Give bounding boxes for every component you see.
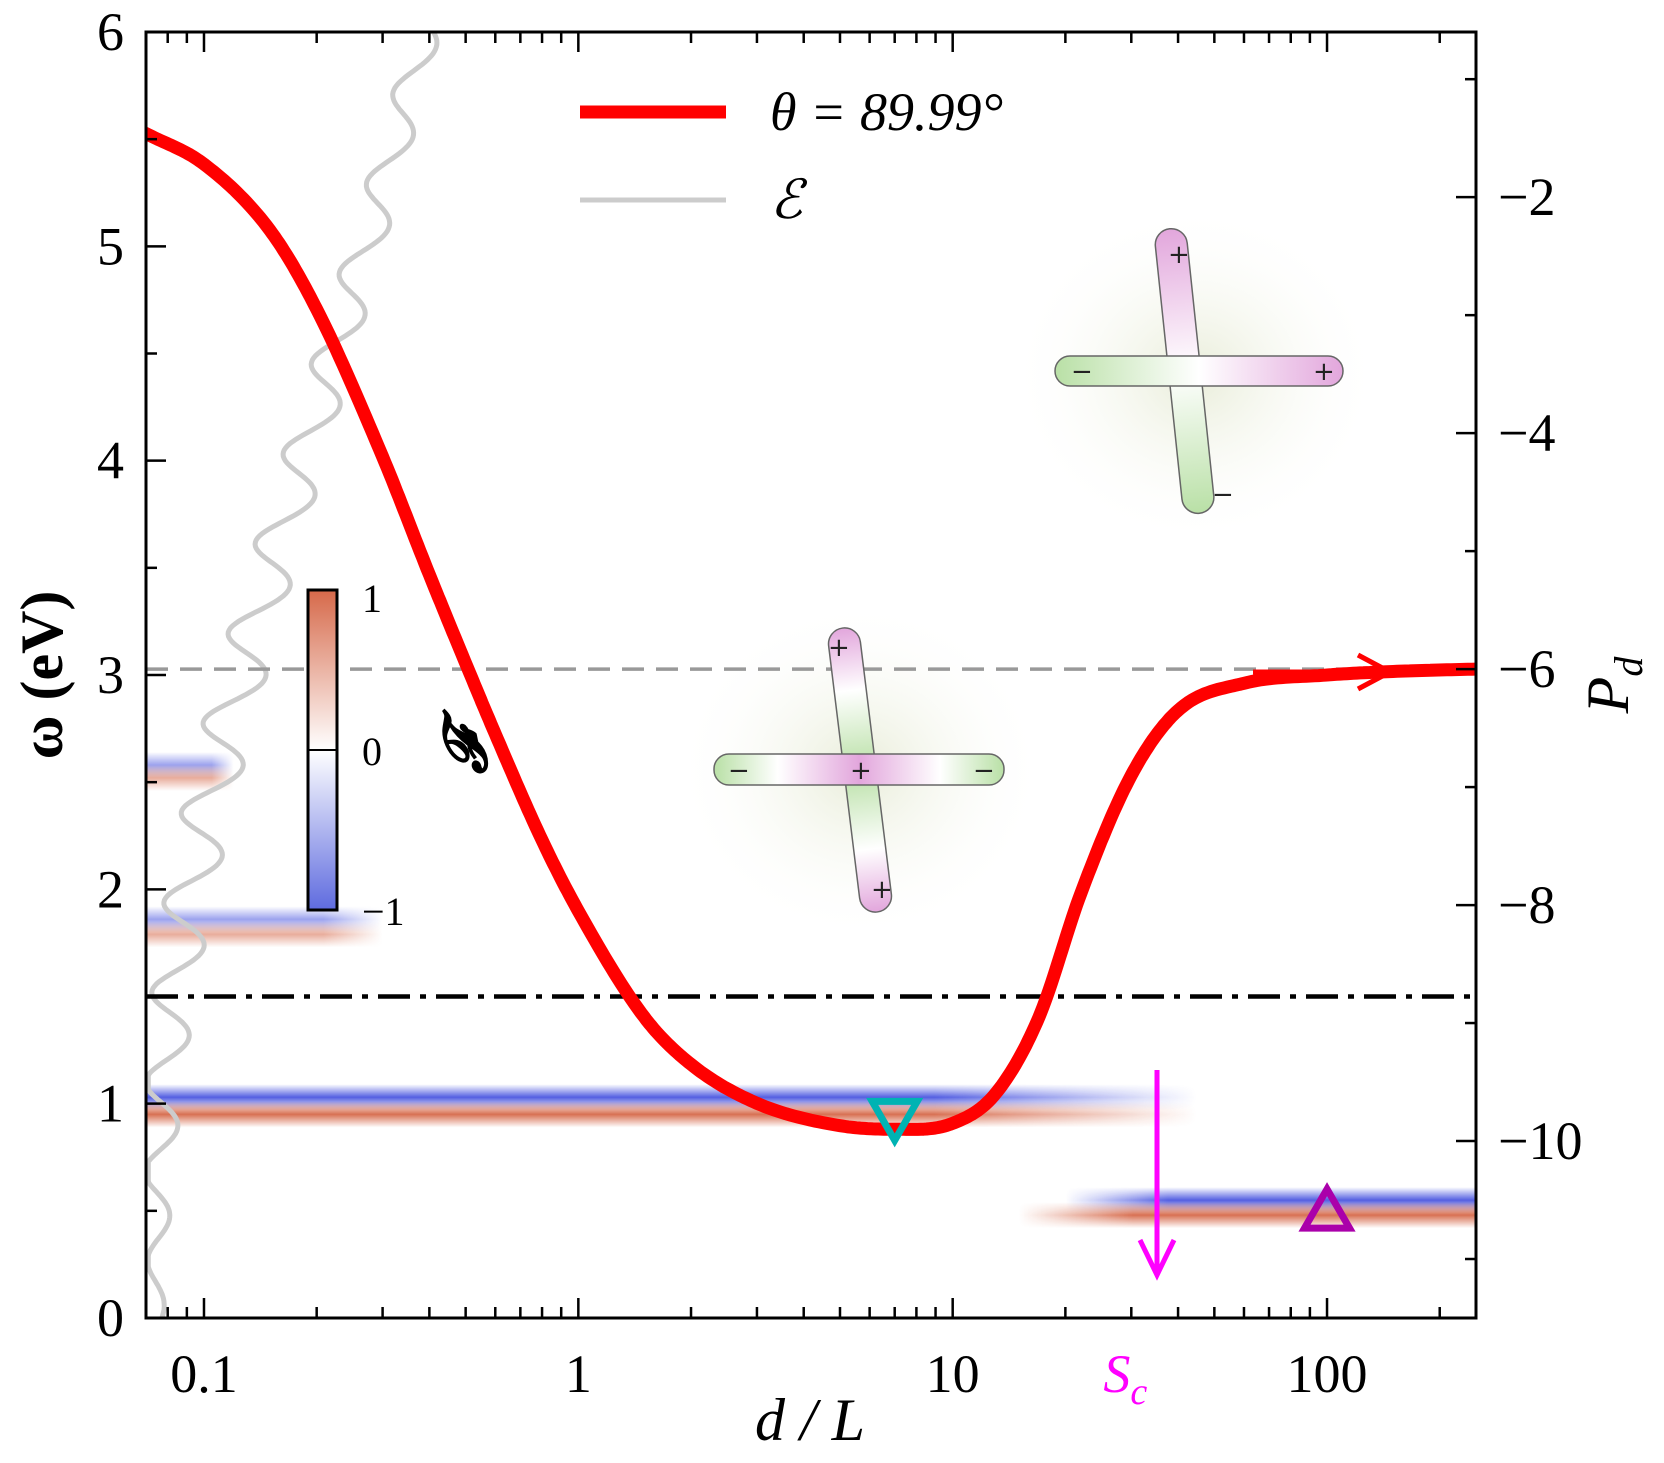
heatmap-band-positive xyxy=(1018,1202,1476,1229)
y-right-axis-label-main: P xyxy=(1575,677,1641,715)
colorbar-tick-top: 1 xyxy=(362,576,382,621)
y-right-tick-label: −8 xyxy=(1498,875,1555,935)
y-right-tick-label: −4 xyxy=(1498,403,1555,463)
charge-label: + xyxy=(850,756,872,786)
rod-horizontal-upper xyxy=(1054,355,1344,387)
y-left-tick-label: 4 xyxy=(97,431,124,491)
y-right-tick-label: −10 xyxy=(1498,1111,1582,1171)
y-left-axis-label: ω (eV) xyxy=(9,591,75,760)
sc-sub: c xyxy=(1130,1371,1147,1413)
inset-cross-dimer-upper: − + + − xyxy=(1054,227,1344,515)
heatmap-band-positive xyxy=(146,921,383,948)
legend-label-epsilon: ℰ xyxy=(770,170,808,230)
charge-label: − xyxy=(1212,480,1234,510)
x-tick-label: 0.1 xyxy=(170,1344,238,1404)
y-left-tick-label: 5 xyxy=(97,216,124,276)
marker-triangle-down xyxy=(866,1097,924,1148)
charge-label: − xyxy=(973,756,995,786)
y-left-tick-label: 3 xyxy=(97,645,124,705)
arrow-sc-down xyxy=(1137,1070,1177,1281)
arrow-right-axis xyxy=(1253,652,1396,692)
charge-label: − xyxy=(1071,357,1093,387)
x-axis-label: d / L xyxy=(755,1387,865,1453)
sc-main: S xyxy=(1103,1344,1130,1404)
series-theta-line xyxy=(146,127,1476,1136)
colorbar-tick-mid: 0 xyxy=(362,729,382,774)
charge-label: − xyxy=(728,756,750,786)
x-tick-label: 1 xyxy=(565,1344,592,1404)
y-right-tick-label: −6 xyxy=(1498,639,1555,699)
marker-triangle-up xyxy=(1298,1182,1356,1232)
y-right-axis-label: Pd xyxy=(1575,656,1651,715)
charge-label: + xyxy=(828,633,850,663)
heatmap-f xyxy=(146,752,1476,1229)
x-tick-label-sc: Sc xyxy=(1103,1344,1147,1413)
colorbar-tick-bottom: −1 xyxy=(362,889,405,934)
y-left-tick-label: 6 xyxy=(97,2,124,62)
y-left-tick-label: 0 xyxy=(97,1288,124,1348)
svg-text:Pd: Pd xyxy=(1575,656,1651,715)
charge-label: + xyxy=(1168,240,1190,270)
x-tick-label: 100 xyxy=(1287,1344,1368,1404)
y-left-tick-label: 1 xyxy=(97,1074,124,1134)
axis-ticks xyxy=(144,30,1476,1320)
charge-label: + xyxy=(1313,357,1335,387)
rod-horizontal-lower xyxy=(713,753,1005,786)
legend: θ = 89.99° ℰ xyxy=(580,82,1003,230)
y-left-tick-label: 2 xyxy=(97,859,124,919)
charge-label: + xyxy=(871,875,893,905)
y-right-axis-label-sub: d xyxy=(1606,656,1651,677)
inset-cross-dimer-lower: − + − + + xyxy=(713,627,1005,913)
heatmap-band-positive xyxy=(146,1101,1198,1128)
legend-label-theta: θ = 89.99° xyxy=(770,82,1003,142)
y-right-tick-label: −2 xyxy=(1498,167,1555,227)
x-tick-label: 10 xyxy=(926,1344,980,1404)
colorbar: 1 0 −1 𝓕 xyxy=(306,576,499,934)
